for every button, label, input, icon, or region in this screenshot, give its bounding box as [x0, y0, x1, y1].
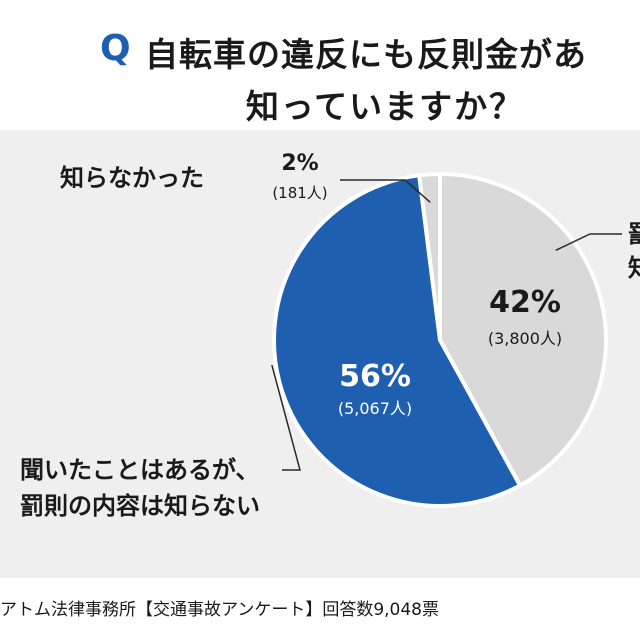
data-label-percent-2: 2% [281, 151, 318, 176]
data-label-percent-56: 56% [339, 359, 411, 394]
data-label-count-5067: (5,067人) [338, 399, 412, 418]
data-label-count-3800: (3,800人) [488, 329, 562, 348]
title-line-2: 知っていますか？ [245, 87, 525, 126]
slice-aware [438, 171, 608, 489]
data-label-percent-42: 42% [489, 285, 561, 320]
data-label-count-181: (181人) [272, 184, 327, 202]
category-label-heard-line1: 聞いたことはあるが、 [20, 456, 260, 484]
question-mark-q: Q [100, 28, 131, 69]
slice-heard-not-details [272, 173, 523, 508]
slice-not-aware [416, 171, 442, 341]
category-label-heard-line2: 罰則の内容は知らない [20, 492, 260, 520]
leader-line-heard [271, 364, 301, 471]
category-label-aware-line1: 罰 [628, 220, 640, 248]
leader-line-not-aware [340, 179, 431, 203]
title-line-1: 自転車の違反にも反則金があ [145, 35, 587, 74]
category-label-aware-line2: 知 [628, 254, 640, 282]
source-note: アトム法律事務所【交通事故アンケート】回答数9,048票 [0, 600, 439, 620]
category-label-not-aware: 知らなかった [60, 164, 204, 192]
leader-line-aware [555, 233, 622, 251]
footer [0, 578, 640, 640]
header: Q 自転車の違反にも反則金があ 知っていますか？ [0, 0, 640, 130]
